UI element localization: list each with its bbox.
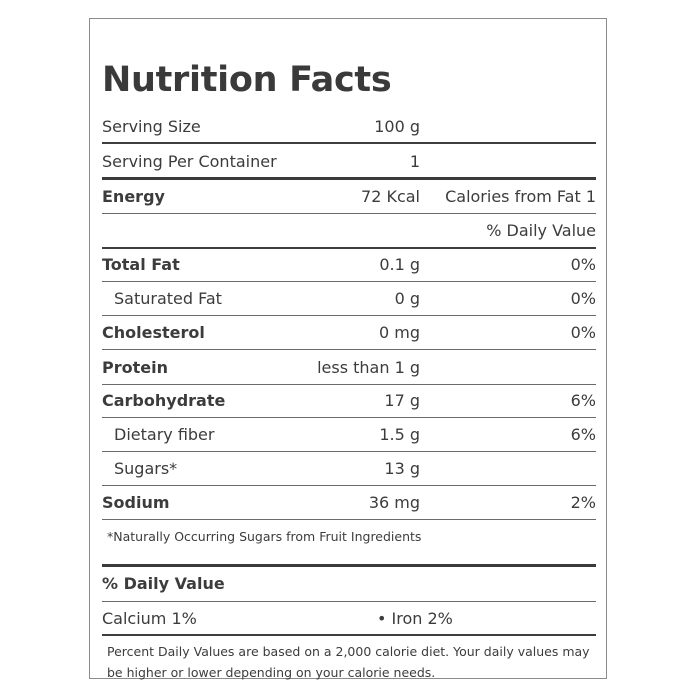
row-total-fat: Total Fat 0.1 g 0% (102, 249, 596, 283)
row-amount: 1.5 g (379, 425, 420, 444)
disclaimer-line-2: be higher or lower depending on your cal… (107, 665, 436, 680)
row-label: Serving Per Container (102, 152, 277, 171)
row-amount: 36 mg (368, 493, 420, 512)
row-sugars: Sugars* 13 g (102, 453, 596, 487)
row-sodium: Sodium 36 mg 2% (102, 487, 596, 521)
disclaimer-line-1: Percent Daily Values are based on a 2,00… (107, 644, 590, 659)
divider (102, 601, 596, 602)
row-carbohydrate: Carbohydrate 17 g 6% (102, 385, 596, 419)
row-label: Dietary fiber (114, 425, 215, 444)
row-label: Sugars* (114, 459, 178, 478)
row-percent: 6% (570, 425, 596, 444)
row-percent: 0% (570, 289, 596, 308)
divider (102, 519, 596, 520)
sugar-footnote: *Naturally Occurring Sugars from Fruit I… (107, 529, 422, 544)
divider (102, 247, 596, 249)
row-serving-size: Serving Size 100 g (102, 111, 596, 145)
divider (102, 384, 596, 385)
divider (102, 213, 596, 214)
row-percent: 0% (570, 255, 596, 274)
row-amount: 0 g (394, 289, 420, 308)
row-amount: less than 1 g (317, 358, 420, 377)
divider-thick (102, 564, 596, 567)
label-title: Nutrition Facts (102, 60, 392, 100)
divider (102, 349, 596, 350)
divider-thick (102, 177, 596, 180)
divider (102, 417, 596, 418)
nutrition-label-panel: Nutrition Facts Serving Size 100 g Servi… (89, 18, 607, 680)
divider (102, 634, 596, 636)
row-amount: 17 g (384, 391, 420, 410)
divider (102, 142, 596, 144)
row-amount: 100 g (374, 117, 420, 136)
row-label: Carbohydrate (102, 391, 226, 410)
row-label: Energy (102, 187, 165, 206)
row-amount: 0.1 g (379, 255, 420, 274)
row-calories-from-fat: Calories from Fat 1 (445, 187, 596, 206)
row-amount: 1 (409, 152, 420, 171)
divider (102, 451, 596, 452)
row-label: Cholesterol (102, 323, 205, 342)
divider (102, 485, 596, 486)
divider (102, 315, 596, 316)
row-label: Sodium (102, 493, 170, 512)
row-percent: 2% (570, 493, 596, 512)
daily-value-heading: % Daily Value (102, 574, 225, 593)
row-amount: 0 mg (378, 323, 420, 342)
iron-value: • Iron 2% (377, 609, 453, 628)
daily-values-disclaimer: Percent Daily Values are based on a 2,00… (107, 641, 595, 683)
row-label: Serving Size (102, 117, 201, 136)
calcium-value: Calcium 1% (102, 609, 197, 628)
row-cholesterol: Cholesterol 0 mg 0% (102, 317, 596, 351)
row-saturated-fat: Saturated Fat 0 g 0% (102, 283, 596, 317)
row-energy: Energy 72 Kcal Calories from Fat 1 (102, 181, 596, 215)
row-percent: 6% (570, 391, 596, 410)
row-amount: 72 Kcal (361, 187, 420, 206)
row-percent: 0% (570, 323, 596, 342)
row-daily-value-header: % Daily Value (102, 215, 596, 249)
row-label: Saturated Fat (114, 289, 222, 308)
daily-value-column-header: % Daily Value (486, 221, 596, 240)
row-servings-per-container: Serving Per Container 1 (102, 146, 596, 180)
row-amount: 13 g (384, 459, 420, 478)
row-protein: Protein less than 1 g (102, 352, 596, 386)
row-label: Protein (102, 358, 168, 377)
row-label: Total Fat (102, 255, 180, 274)
divider (102, 281, 596, 282)
row-dietary-fiber: Dietary fiber 1.5 g 6% (102, 419, 596, 453)
